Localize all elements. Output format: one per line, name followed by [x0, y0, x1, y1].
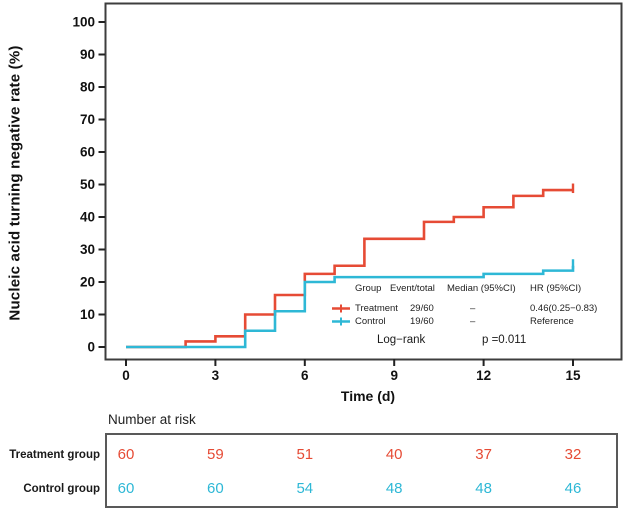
- legend-control-hr: Reference: [530, 316, 574, 327]
- y-tick-label: 40: [80, 210, 95, 225]
- line-marker-glyph: [332, 304, 350, 313]
- legend-header-row: Group Event/total Median (95%CI) HR (95%…: [331, 282, 611, 295]
- logrank-label: Log−rank: [377, 334, 426, 346]
- plot-border: [104, 2, 623, 361]
- y-tick-label: 20: [80, 275, 95, 290]
- risk-count: 60: [207, 480, 224, 497]
- control-line-marker-icon: [331, 316, 351, 327]
- risk-count: 48: [475, 480, 492, 497]
- risk-count: 37: [475, 446, 492, 463]
- legend-header-group: Group: [355, 283, 382, 294]
- legend-header-event-total: Event/total: [390, 283, 435, 294]
- legend-treatment-name: Treatment: [355, 303, 398, 314]
- risk-label-control-group: Control group: [23, 483, 100, 495]
- y-tick-label: 70: [80, 112, 95, 127]
- y-tick-label: 100: [72, 15, 95, 30]
- x-tick-label: 12: [476, 368, 491, 383]
- legend: Group Event/total Median (95%CI) HR (95%…: [331, 282, 611, 357]
- x-tick-label: 15: [565, 368, 581, 383]
- risk-count: 60: [117, 480, 135, 497]
- legend-header-median: Median (95%CI): [447, 283, 516, 294]
- risk-table-title: Number at risk: [108, 412, 196, 427]
- line-marker-glyph: [332, 317, 350, 326]
- legend-row-treatment: Treatment 29/60 – 0.46(0.25−0.83): [331, 302, 611, 315]
- y-tick-label: 90: [80, 47, 95, 62]
- risk-count: 32: [564, 446, 582, 463]
- treatment-line-marker-icon: [331, 303, 351, 314]
- y-tick-label: 30: [80, 242, 95, 257]
- legend-control-median: –: [470, 316, 476, 327]
- x-tick-label: 0: [122, 368, 130, 383]
- y-tick-label: 0: [87, 340, 95, 355]
- legend-treatment-hr: 0.46(0.25−0.83): [530, 303, 598, 314]
- risk-count: 40: [385, 446, 403, 463]
- legend-treatment-events: 29/60: [410, 303, 434, 314]
- risk-count: 59: [207, 446, 224, 463]
- risk-table-box: [105, 433, 618, 508]
- legend-control-events: 19/60: [410, 316, 434, 327]
- legend-control-name: Control: [355, 316, 386, 327]
- legend-row-control: Control 19/60 – Reference: [331, 315, 611, 328]
- risk-count: 48: [385, 480, 403, 497]
- x-tick-label: 9: [390, 368, 398, 383]
- risk-count: 46: [564, 480, 582, 497]
- legend-treatment-median: –: [470, 303, 476, 314]
- risk-count: 54: [296, 480, 314, 497]
- x-axis-title: Time (d): [340, 388, 396, 404]
- legend-header-hr: HR (95%CI): [530, 283, 582, 294]
- y-tick-label: 80: [80, 80, 95, 95]
- risk-count: 51: [296, 446, 314, 463]
- y-tick-label: 60: [80, 145, 95, 160]
- y-tick-label: 10: [80, 307, 95, 322]
- y-axis-title: Nucleic acid turning negative rate (%): [6, 45, 24, 321]
- curve-treatment: [126, 188, 573, 349]
- x-tick-label: 3: [212, 368, 220, 383]
- risk-label-treatment-group: Treatment group: [9, 449, 100, 461]
- curve-control: [126, 265, 575, 349]
- logrank-p-value: p =0.011: [482, 334, 527, 346]
- risk-count: 60: [117, 446, 135, 463]
- x-tick-label: 6: [301, 368, 309, 383]
- y-tick-label: 50: [80, 177, 95, 192]
